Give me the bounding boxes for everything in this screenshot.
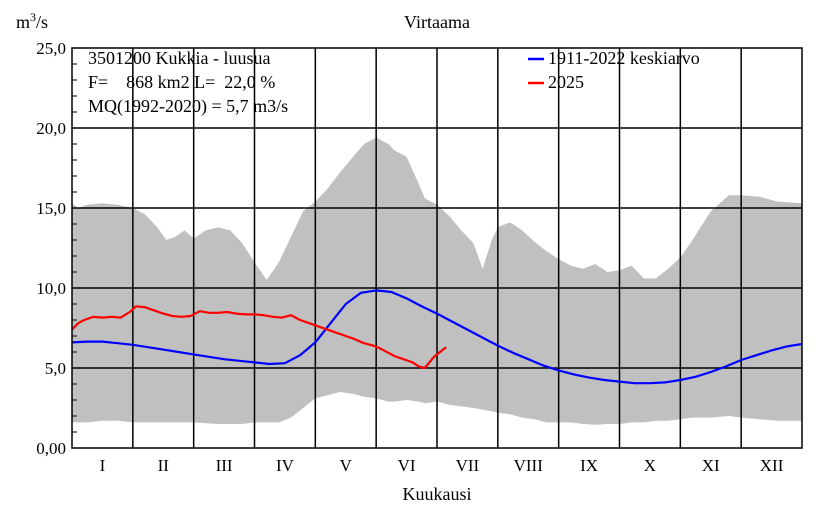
- plot-frame: [71, 47, 803, 449]
- y-axis-label-suffix: /s: [36, 12, 48, 32]
- y-tick-label: 10,0: [36, 279, 66, 298]
- month-label: X: [644, 456, 656, 475]
- legend-label-2025: 2025: [548, 72, 584, 92]
- y-tick-label: 20,0: [36, 119, 66, 138]
- month-label: VII: [456, 456, 480, 475]
- month-label: VI: [398, 456, 416, 475]
- x-tick-layer: I II III IV V VI VII VIII IX X XI XII: [100, 456, 784, 475]
- legend-label-average: 1911-2022 keskiarvo: [548, 48, 700, 68]
- y-axis-label-prefix: m: [16, 12, 30, 32]
- month-label: I: [100, 456, 106, 475]
- month-label: V: [340, 456, 353, 475]
- x-axis-label: Kuukausi: [403, 484, 472, 504]
- legend: 1911-2022 keskiarvo 2025: [528, 48, 700, 92]
- month-label: XI: [702, 456, 720, 475]
- info-station-line: 3501200 Kukkia - luusua: [88, 48, 270, 68]
- month-label: II: [158, 456, 170, 475]
- month-label: IV: [276, 456, 295, 475]
- y-tick-label: 25,0: [36, 39, 66, 58]
- y-axis-label-superscript: 3: [30, 10, 36, 24]
- y-axis-label: m3/s: [16, 10, 48, 32]
- month-label: IX: [580, 456, 598, 475]
- month-label: XII: [760, 456, 784, 475]
- series-line-average: [71, 289, 803, 385]
- series-line-2025: [71, 305, 447, 370]
- info-box: 3501200 Kukkia - luusua F= 868 km2 L= 22…: [88, 48, 288, 117]
- y-tick-label: 0,00: [36, 439, 66, 458]
- info-mq-line: MQ(1992-2020) = 5,7 m3/s: [88, 96, 288, 117]
- series-layer: [71, 289, 803, 385]
- y-tick-layer: 0,00 5,0 10,0 15,0 20,0 25,0: [36, 39, 66, 458]
- month-label: VIII: [514, 456, 544, 475]
- month-label: III: [216, 456, 233, 475]
- y-tick-label: 15,0: [36, 199, 66, 218]
- info-area-line: F= 868 km2 L= 22,0 %: [88, 72, 275, 92]
- y-tick-label: 5,0: [45, 359, 66, 378]
- chart-title: Virtaama: [404, 12, 470, 32]
- grid-layer: [72, 48, 802, 448]
